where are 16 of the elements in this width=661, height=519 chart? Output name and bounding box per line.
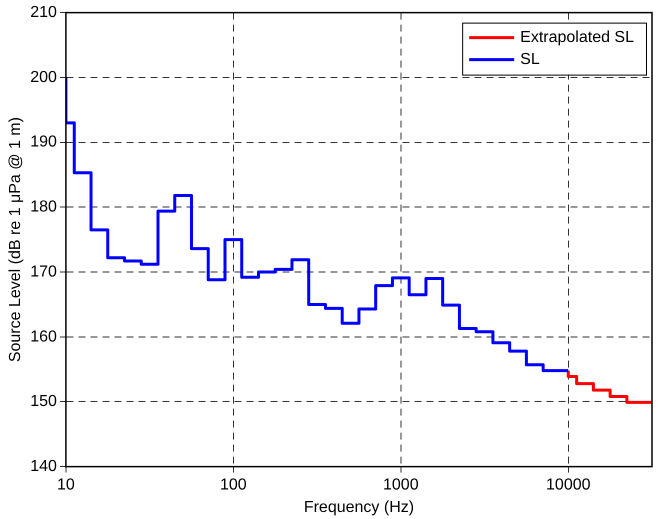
y-tick-label: 210 bbox=[30, 4, 57, 22]
legend-label: SL bbox=[520, 51, 540, 68]
y-axis-title: Source Level (dB re 1 μPa @ 1 m) bbox=[7, 117, 24, 362]
y-tick-label: 200 bbox=[30, 68, 57, 86]
y-tick-label: 150 bbox=[30, 393, 57, 410]
x-tick-label: 10 bbox=[56, 476, 75, 494]
y-tick-label: 160 bbox=[30, 328, 57, 346]
x-tick-label: 1000 bbox=[383, 476, 419, 494]
x-axis-title: Frequency (Hz) bbox=[304, 498, 414, 516]
x-tick-label: 10000 bbox=[546, 476, 591, 494]
y-tick-label: 190 bbox=[30, 134, 57, 151]
x-tick-label: 100 bbox=[220, 476, 247, 494]
y-tick-label: 180 bbox=[30, 198, 57, 216]
y-tick-label: 170 bbox=[30, 263, 57, 280]
legend-label: Extrapolated SL bbox=[520, 29, 634, 46]
y-tick-label: 140 bbox=[30, 458, 57, 476]
